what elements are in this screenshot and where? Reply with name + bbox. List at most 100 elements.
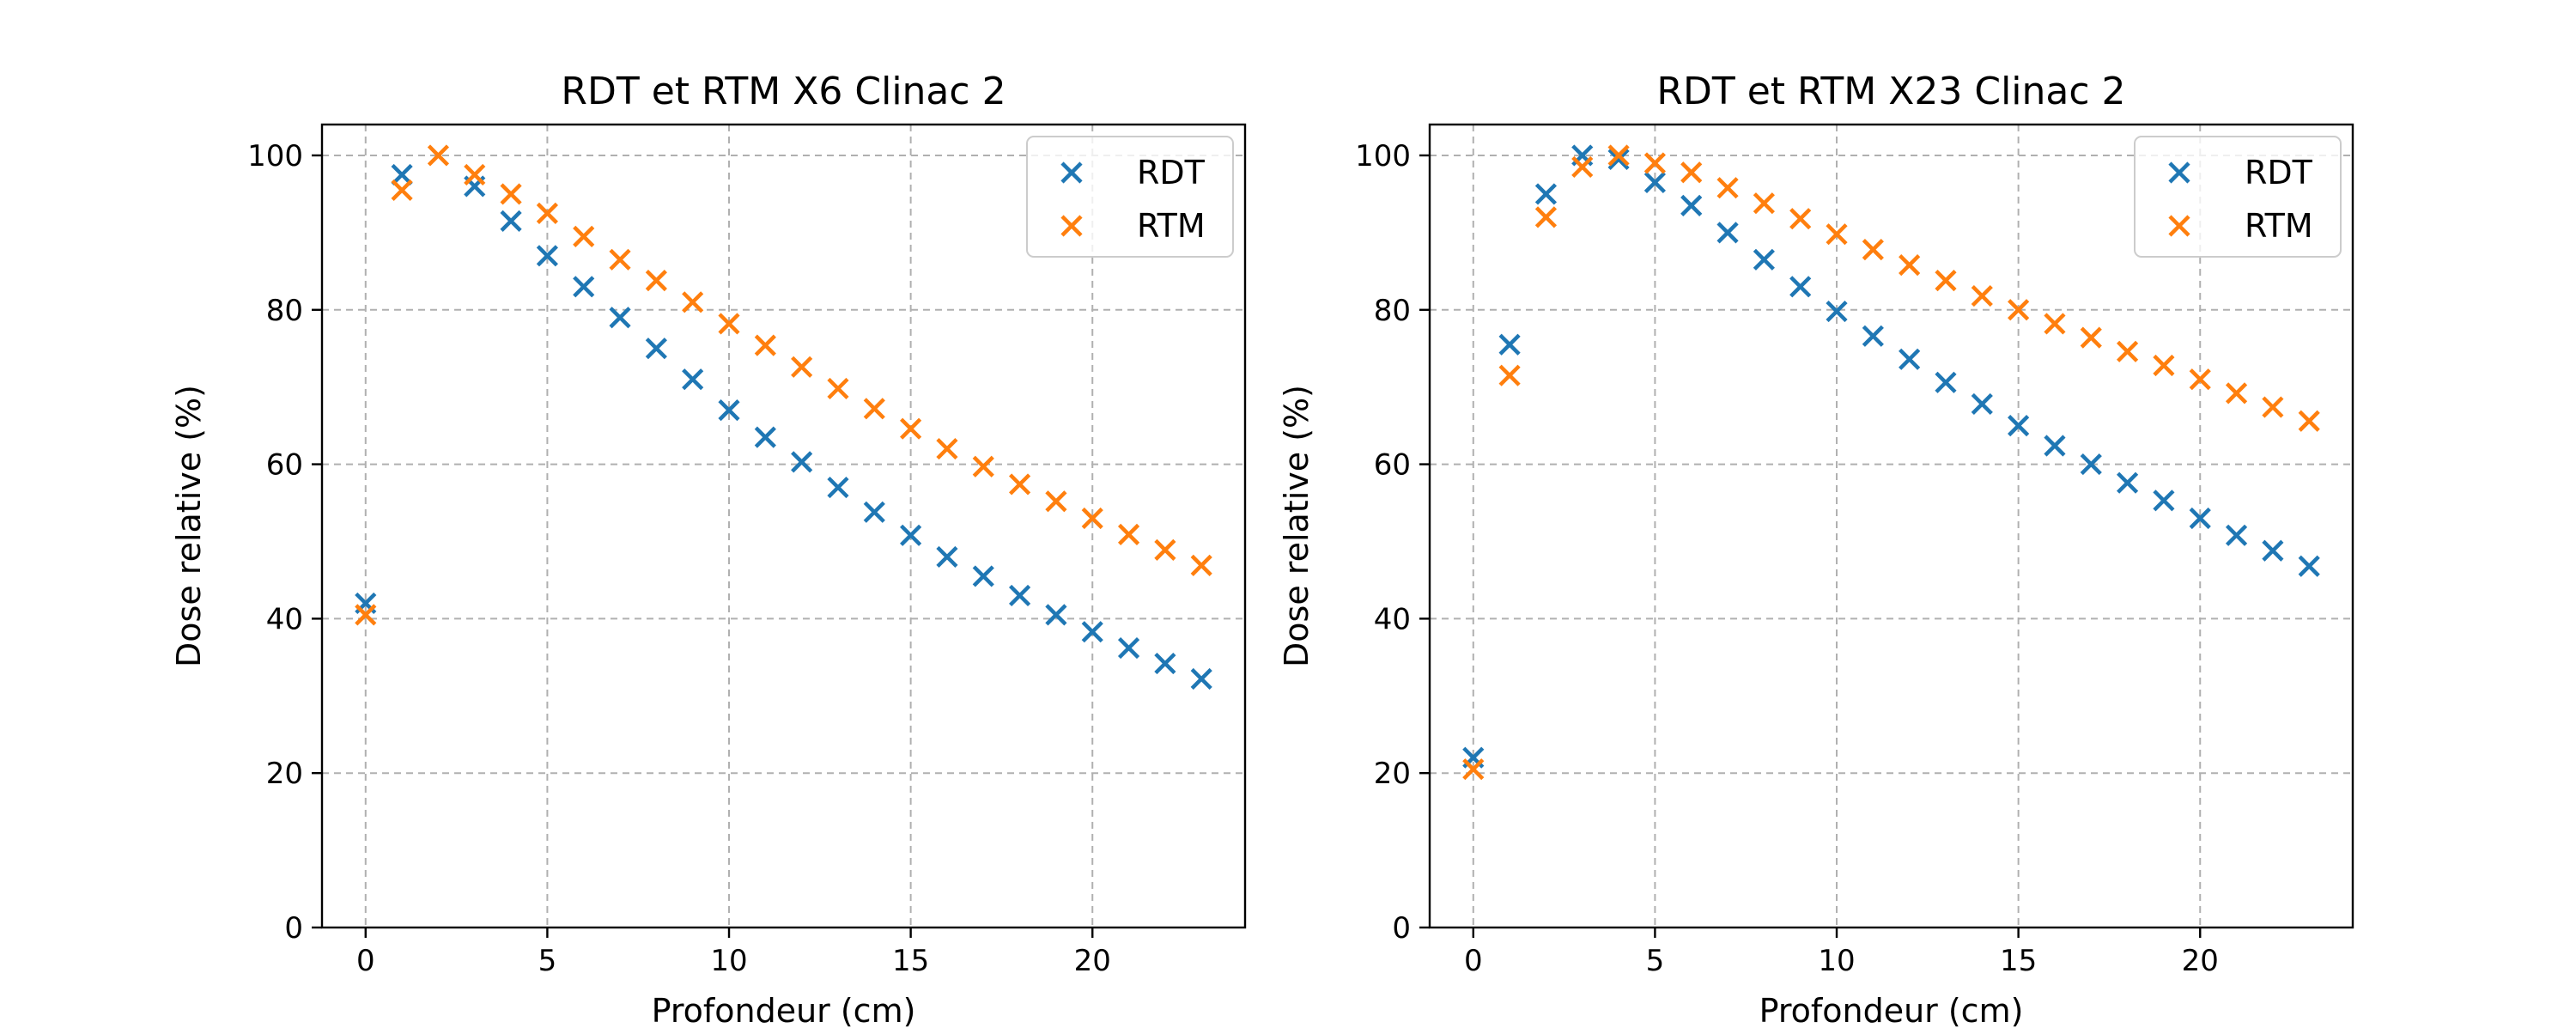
data-point-rtm xyxy=(682,291,704,313)
axis-ticks: 0 5 10 15 20 0 20 40 60 80 100 xyxy=(247,139,1111,978)
data-point-rtm xyxy=(1534,206,1558,228)
y-tick-label: 80 xyxy=(266,294,303,328)
legend: RDT RTM xyxy=(2134,136,2342,258)
data-point-rtm xyxy=(536,202,558,224)
data-point-rtm xyxy=(1789,208,1812,230)
chart-title: RDT et RTM X6 Clinac 2 xyxy=(561,70,1005,113)
y-tick-label: 40 xyxy=(266,602,303,636)
data-point-rdt xyxy=(718,399,740,422)
data-point-rdt xyxy=(936,545,958,569)
data-point-rdt xyxy=(1935,371,1957,393)
y-tick-label: 80 xyxy=(1374,294,1411,328)
data-point-rdt xyxy=(1045,604,1067,626)
data-point-rdt xyxy=(1009,584,1031,607)
y-axis-label: Dose relative (%) xyxy=(1278,385,1315,667)
data-point-rtm xyxy=(2225,382,2248,404)
data-point-rtm xyxy=(1045,490,1067,513)
data-point-rdt xyxy=(500,210,522,232)
data-point-rdt xyxy=(2225,524,2248,546)
data-point-rdt xyxy=(573,276,595,298)
data-point-rdt xyxy=(1862,325,1884,347)
data-point-rdt xyxy=(1789,276,1812,298)
data-point-rtm xyxy=(754,334,776,356)
data-point-rtm xyxy=(2008,299,2030,321)
data-point-rtm xyxy=(1154,538,1176,561)
data-point-rtm xyxy=(863,398,885,420)
x-tick-label: 20 xyxy=(1074,944,1111,978)
y-tick-label: 40 xyxy=(1374,602,1411,636)
legend-marker-rdt xyxy=(1060,161,1083,184)
x-tick-label: 15 xyxy=(2000,944,2037,978)
y-tick-label: 20 xyxy=(266,757,303,791)
series-rtm xyxy=(355,144,1212,626)
data-point-rtm xyxy=(500,183,522,205)
legend-entry-rtm: RTM xyxy=(2168,207,2313,245)
data-point-rtm xyxy=(1826,223,1848,246)
data-point-rdt xyxy=(1534,183,1558,205)
legend-marker-symbol xyxy=(2168,215,2190,237)
data-point-rtm xyxy=(2080,326,2102,349)
data-point-rtm xyxy=(355,604,377,626)
data-point-rdt xyxy=(791,451,813,473)
legend-label-rtm: RTM xyxy=(1137,207,1206,245)
data-point-rdt xyxy=(1716,222,1739,244)
chart-panel-x6: 0 5 10 15 20 0 20 40 60 80 100 RDT et RTM X6 Clina… xyxy=(170,70,1247,1030)
data-point-rdt xyxy=(1899,348,1921,370)
data-point-rdt xyxy=(1826,300,1848,323)
data-point-rtm xyxy=(1117,523,1140,545)
data-point-rtm xyxy=(645,270,667,292)
data-point-rtm xyxy=(1899,254,1921,277)
data-point-rtm xyxy=(573,225,595,247)
plot-area-frame xyxy=(320,123,1247,929)
y-tick-label: 60 xyxy=(1374,448,1411,483)
data-point-rtm xyxy=(609,248,631,271)
chart-panel-x23: 0 5 10 15 20 0 20 40 60 80 100 RDT et RTM X23 Clin… xyxy=(1278,70,2354,1030)
data-point-rtm xyxy=(1607,144,1630,167)
data-points xyxy=(355,144,1212,690)
data-point-rdt xyxy=(2044,435,2066,457)
data-point-rdt xyxy=(1680,194,1703,216)
y-tick-label: 20 xyxy=(1374,757,1411,791)
legend-marker-rtm xyxy=(2168,215,2190,237)
data-point-rdt xyxy=(863,501,885,523)
legend: RDT RTM xyxy=(1026,136,1234,258)
data-point-rdt xyxy=(682,368,704,391)
x-tick-label: 15 xyxy=(892,944,929,978)
legend-marker-rdt xyxy=(2168,161,2190,184)
data-point-rtm xyxy=(2153,354,2175,377)
data-point-rtm xyxy=(1753,192,1775,215)
legend-marker-rtm xyxy=(1060,215,1083,237)
data-point-rtm xyxy=(464,163,486,186)
series-rdt xyxy=(355,163,1212,690)
x-tick-label: 20 xyxy=(2182,944,2219,978)
legend-label-rdt: RDT xyxy=(2245,154,2313,192)
data-point-rtm xyxy=(1462,758,1485,781)
data-point-rdt xyxy=(609,307,631,329)
data-point-rdt xyxy=(972,565,994,587)
data-point-rtm xyxy=(2117,340,2139,362)
legend-marker-symbol xyxy=(1060,215,1083,237)
plot-area-frame xyxy=(1428,123,2354,929)
data-point-rdt xyxy=(1190,667,1212,690)
data-point-rdt xyxy=(2008,415,2030,437)
data-point-rdt xyxy=(1643,171,1666,194)
x-tick-label: 5 xyxy=(538,944,557,978)
data-point-rtm xyxy=(1862,239,1884,261)
data-point-rdt xyxy=(900,524,922,546)
data-point-rdt xyxy=(536,245,558,267)
data-point-rdt xyxy=(1753,248,1775,271)
data-point-rtm xyxy=(1571,155,1594,179)
data-points xyxy=(1462,144,2320,781)
legend-label-rdt: RDT xyxy=(1137,154,1206,192)
x-axis-label: Profondeur (cm) xyxy=(1759,992,2024,1030)
x-tick-label: 5 xyxy=(1646,944,1665,978)
data-point-rtm xyxy=(1935,270,1957,292)
data-point-rtm xyxy=(718,313,740,335)
x-tick-label: 0 xyxy=(356,944,375,978)
legend-marker-symbol xyxy=(2168,161,2190,184)
data-point-rdt xyxy=(1081,621,1103,643)
data-point-rtm xyxy=(1081,507,1103,530)
legend-entry-rdt: RDT xyxy=(2168,154,2313,192)
data-point-rdt xyxy=(1154,652,1176,675)
legend-marker-symbol xyxy=(1060,161,1083,184)
